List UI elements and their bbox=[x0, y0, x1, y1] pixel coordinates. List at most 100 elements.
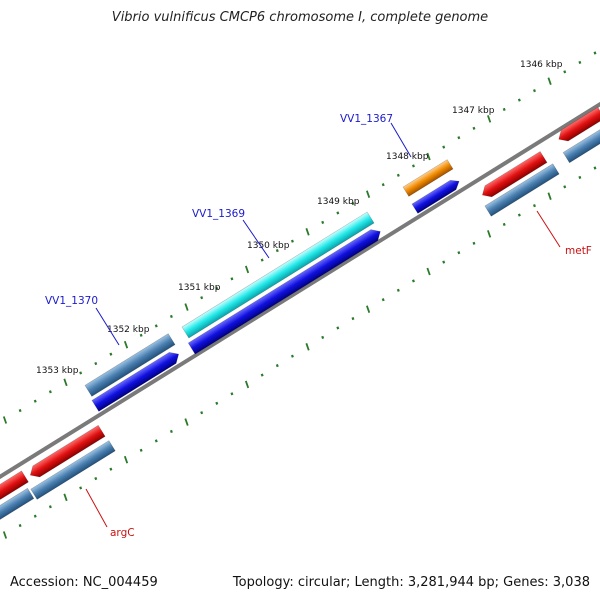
tick-mark bbox=[48, 390, 52, 394]
tick-label: 1352 kbp bbox=[107, 325, 150, 335]
tick-mark bbox=[215, 286, 219, 290]
tick-mark bbox=[578, 175, 582, 179]
map-title: Vibrio vulnificus CMCP6 chromosome I, co… bbox=[111, 10, 489, 25]
tick-mark bbox=[94, 361, 98, 366]
gene-labels: VV1_1367 VV1_1369 VV1_1370 metF argC bbox=[45, 113, 592, 539]
tick-mark bbox=[351, 317, 355, 321]
gene-label-metf[interactable]: metF bbox=[565, 245, 592, 257]
tick-mark bbox=[184, 418, 189, 426]
gene-blue-cds-1367[interactable] bbox=[411, 177, 462, 214]
tick-mark bbox=[2, 531, 8, 539]
tick-mark bbox=[63, 493, 68, 502]
leader-line bbox=[242, 219, 270, 259]
tick-mark bbox=[305, 342, 310, 351]
tick-mark bbox=[533, 89, 536, 93]
tick-mark bbox=[366, 305, 371, 313]
tick-mark bbox=[200, 296, 204, 300]
tick-mark bbox=[154, 324, 158, 328]
gene-blue-cds-1369[interactable] bbox=[187, 226, 383, 355]
tick-mark bbox=[244, 380, 250, 389]
tick-mark bbox=[563, 185, 567, 189]
gene-label-vv1-1370[interactable]: VV1_1370 bbox=[45, 295, 98, 307]
tick-mark bbox=[381, 183, 385, 187]
tick-mark bbox=[63, 378, 68, 387]
tick-mark bbox=[351, 202, 355, 206]
tick-label: 1351 kbp bbox=[178, 283, 221, 293]
tick-mark bbox=[487, 230, 492, 238]
tick-mark bbox=[184, 303, 189, 311]
tick-mark bbox=[215, 401, 219, 405]
tick-mark bbox=[517, 98, 521, 102]
tick-mark bbox=[442, 145, 446, 149]
gene-blue-cds-1370[interactable] bbox=[91, 349, 182, 412]
accession-text: Accession: NC_004459 bbox=[10, 575, 158, 590]
tick-mark bbox=[457, 136, 461, 140]
gene-red-left[interactable] bbox=[27, 424, 106, 480]
tick-mark bbox=[275, 364, 279, 368]
gene-steel-metf[interactable] bbox=[484, 163, 560, 217]
tick-mark bbox=[33, 514, 37, 518]
tick-mark bbox=[502, 222, 506, 227]
tick-mark bbox=[563, 70, 567, 74]
gene-steel-metf-right[interactable] bbox=[562, 128, 600, 164]
tick-mark bbox=[517, 213, 521, 217]
tick-mark bbox=[290, 354, 294, 358]
tick-mark bbox=[109, 467, 113, 471]
tick-mark bbox=[336, 326, 340, 330]
genome-summary: Topology: circular; Length: 3,281,944 bp… bbox=[232, 575, 590, 590]
tick-mark bbox=[396, 288, 400, 292]
tick-mark bbox=[321, 220, 325, 224]
gene-steel-argc[interactable] bbox=[30, 440, 116, 500]
tick-mark bbox=[487, 115, 492, 123]
gene-steel-argc-edge[interactable] bbox=[0, 487, 35, 523]
tick-mark bbox=[230, 277, 234, 281]
tick-label: 1348 kbp bbox=[386, 152, 429, 162]
tick-mark bbox=[593, 51, 597, 55]
tick-label: 1353 kbp bbox=[36, 366, 79, 376]
tick-label: 1349 kbp bbox=[317, 197, 360, 207]
genome-backbone bbox=[0, 101, 600, 480]
tick-mark bbox=[275, 249, 279, 253]
tick-mark bbox=[396, 173, 400, 177]
inner-tick-track bbox=[2, 166, 597, 539]
leader-line bbox=[390, 122, 412, 158]
tick-mark bbox=[18, 524, 22, 528]
tick-mark bbox=[139, 448, 143, 452]
tick-mark bbox=[260, 258, 264, 262]
tick-mark bbox=[244, 265, 250, 274]
gene-label-argc[interactable]: argC bbox=[110, 527, 135, 539]
gene-steel-vv1-1370[interactable] bbox=[84, 333, 176, 397]
gene-label-vv1-1369[interactable]: VV1_1369 bbox=[192, 208, 245, 220]
gene-cyan-vv1-1369[interactable] bbox=[181, 211, 375, 339]
tick-mark bbox=[502, 107, 506, 112]
leader-line bbox=[95, 307, 120, 346]
tick-mark bbox=[412, 279, 415, 283]
tick-mark bbox=[472, 241, 476, 245]
gene-orange-vv1-1367[interactable] bbox=[402, 159, 454, 197]
tick-mark bbox=[2, 416, 8, 424]
tick-label: 1347 kbp bbox=[452, 106, 495, 116]
tick-label: 1346 kbp bbox=[520, 60, 563, 70]
tick-mark bbox=[123, 340, 129, 349]
leader-line bbox=[536, 210, 561, 248]
tick-mark bbox=[578, 60, 582, 64]
tick-mark bbox=[442, 260, 446, 264]
gene-red-right-top[interactable] bbox=[555, 106, 600, 144]
tick-mark bbox=[154, 439, 158, 443]
tick-mark bbox=[79, 486, 83, 490]
tick-mark bbox=[123, 455, 129, 464]
tick-mark bbox=[79, 371, 83, 375]
tick-mark bbox=[230, 392, 234, 396]
gene-label-vv1-1367[interactable]: VV1_1367 bbox=[340, 113, 393, 125]
tick-mark bbox=[321, 335, 325, 339]
tick-mark bbox=[200, 411, 204, 415]
gene-red-right[interactable] bbox=[479, 151, 548, 200]
tick-mark bbox=[593, 166, 597, 170]
tick-mark bbox=[366, 190, 371, 198]
gene-red-left-edge[interactable] bbox=[0, 470, 29, 503]
tick-mark bbox=[412, 164, 415, 168]
tick-mark bbox=[305, 227, 310, 236]
tick-mark bbox=[426, 267, 431, 276]
tick-mark bbox=[48, 505, 52, 509]
